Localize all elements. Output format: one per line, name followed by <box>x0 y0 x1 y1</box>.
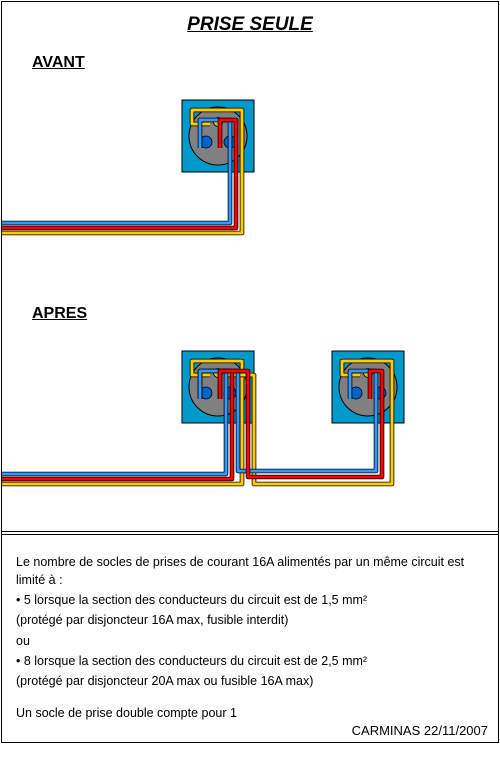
label-avant: AVANT <box>32 54 498 72</box>
footer-bullet2b: (protégé par disjoncteur 20A max ou fusi… <box>16 672 484 690</box>
label-apres: APRES <box>32 305 498 323</box>
footer-bullet2: • 8 lorsque la section des conducteurs d… <box>16 652 484 670</box>
diagram-apres <box>2 331 498 521</box>
wiring-avant <box>2 80 500 250</box>
footer-bullet1b: (protégé par disjoncteur 16A max, fusibl… <box>16 611 484 629</box>
wiring-apres <box>2 331 500 516</box>
footer-intro: Le nombre de socles de prises de courant… <box>16 553 484 589</box>
page-title: PRISE SEULE <box>2 14 498 36</box>
credit: CARMINAS 22/11/2007 <box>352 723 488 738</box>
page-frame: PRISE SEULE AVANT APRES Le nombre de soc… <box>1 1 499 743</box>
footer-or: ou <box>16 632 484 650</box>
footer-text: Le nombre de socles de prises de courant… <box>2 553 498 742</box>
footer-separator <box>2 531 498 535</box>
diagram-avant <box>2 80 498 255</box>
footer-bullet1: • 5 lorsque la section des conducteurs d… <box>16 591 484 609</box>
footer-last: Un socle de prise double compte pour 1 <box>16 704 484 722</box>
